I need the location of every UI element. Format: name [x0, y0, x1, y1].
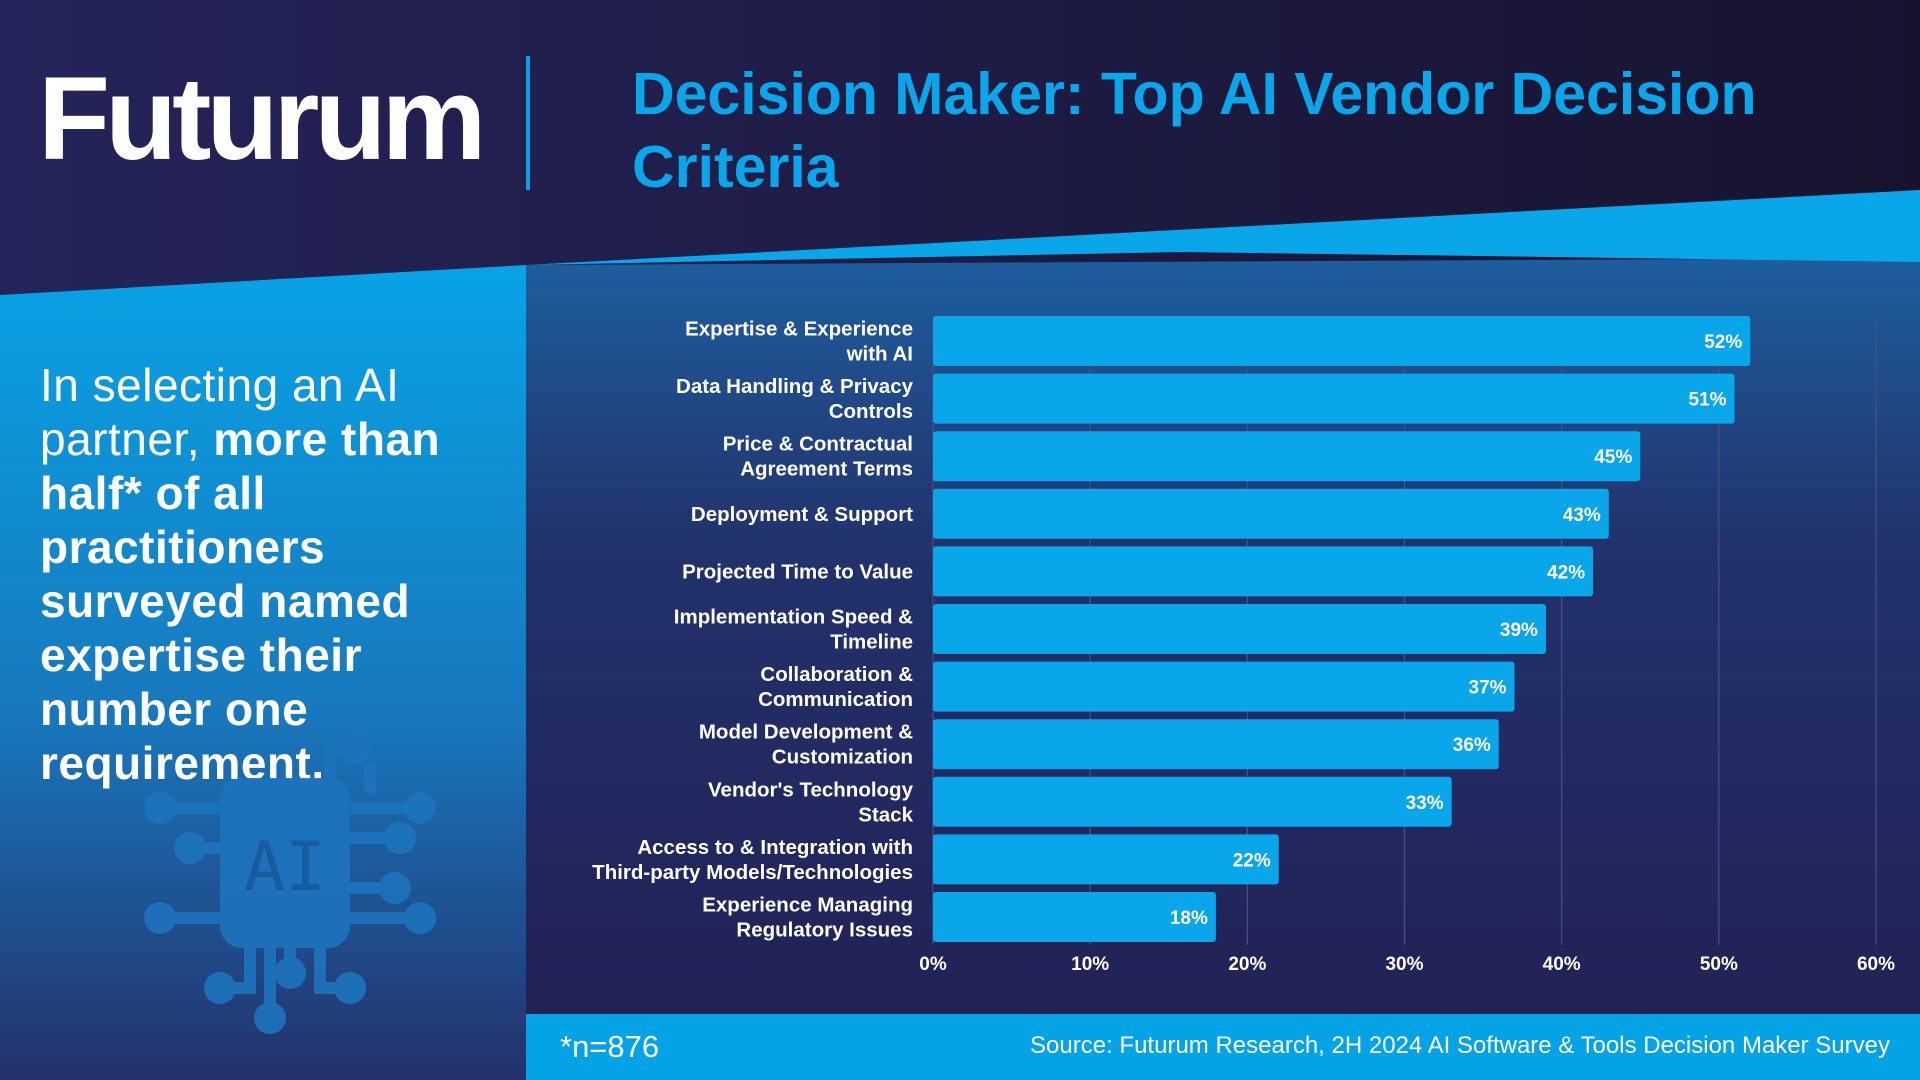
bar: [933, 373, 1735, 424]
bar-value-label: 37%: [1468, 678, 1506, 699]
x-tick-label: 20%: [1228, 954, 1266, 975]
category-label: Experience Managing: [702, 894, 913, 917]
bar-chart: 0% 10% 20% 30% 40% 50% 60% 52% Expertise & Exper…: [592, 316, 1895, 975]
title-divider: [526, 56, 530, 190]
category-label: Vendor's Technology: [708, 778, 914, 801]
bar-value-label: 51%: [1689, 390, 1727, 411]
source-note: Source: Futurum Research, 2H 2024 AI Sof…: [1030, 1032, 1890, 1059]
ai-chip-icon: AI: [144, 732, 436, 1034]
footer-band: *n=876 Source: Futurum Research, 2H 2024…: [526, 1014, 1920, 1080]
callout-emphasis: more than half* of all practitioners sur…: [40, 413, 441, 789]
category-label: Deployment & Support: [691, 503, 913, 526]
category-label: Model Development &: [699, 721, 913, 744]
bar: [933, 546, 1594, 597]
category-label: Controls: [829, 400, 913, 423]
bar-value-label: 36%: [1453, 735, 1491, 756]
bar-value-label: 43%: [1563, 505, 1601, 526]
ai-chip-label: AI: [244, 828, 326, 907]
bar: [933, 604, 1546, 654]
futurum-logo: Futurum: [38, 53, 486, 185]
callout-lead: In selecting an AI partner,: [40, 359, 400, 465]
category-label: Agreement Terms: [740, 458, 913, 481]
bar-value-label: 22%: [1233, 850, 1271, 871]
bar: [933, 719, 1499, 770]
x-tick-label: 10%: [1071, 954, 1109, 975]
callout-text: In selecting an AI partner, more than ha…: [40, 358, 480, 790]
sample-size-note: *n=876: [560, 1029, 660, 1064]
x-tick-label: 30%: [1385, 954, 1423, 975]
bar-value-label: 45%: [1594, 447, 1632, 468]
category-label: Third-party Models/Technologies: [592, 861, 913, 884]
bar-value-label: 42%: [1547, 562, 1585, 583]
x-tick-label: 40%: [1543, 954, 1581, 975]
x-tick-label: 50%: [1700, 954, 1738, 975]
category-label: Expertise & Experience: [685, 318, 913, 341]
category-label: Collaboration &: [760, 663, 913, 686]
category-label: Customization: [772, 746, 913, 769]
bar: [933, 488, 1609, 539]
category-label: Stack: [858, 803, 913, 826]
category-label: Timeline: [830, 631, 913, 654]
bar: [933, 316, 1751, 366]
category-label: Implementation Speed &: [674, 606, 913, 629]
bar: [933, 834, 1279, 885]
bar-value-label: 52%: [1704, 332, 1742, 353]
bar-value-label: 33%: [1406, 793, 1444, 814]
category-label: with AI: [846, 343, 913, 366]
category-label: Projected Time to Value: [682, 560, 913, 583]
bar: [933, 431, 1641, 482]
bar: [933, 776, 1452, 827]
category-label: Regulatory Issues: [736, 919, 913, 942]
bar: [933, 892, 1216, 942]
page-title: Decision Maker: Top AI Vendor Decision C…: [632, 61, 1757, 200]
bar-value-label: 39%: [1500, 620, 1538, 641]
x-tick-label: 0%: [919, 954, 947, 975]
category-label: Access to & Integration with: [637, 836, 913, 859]
category-label: Communication: [758, 688, 913, 711]
bar-value-label: 18%: [1170, 908, 1208, 929]
bar: [933, 661, 1515, 712]
category-label: Data Handling & Privacy: [676, 375, 914, 398]
x-tick-label: 60%: [1857, 954, 1895, 975]
category-label: Price & Contractual: [723, 433, 913, 456]
